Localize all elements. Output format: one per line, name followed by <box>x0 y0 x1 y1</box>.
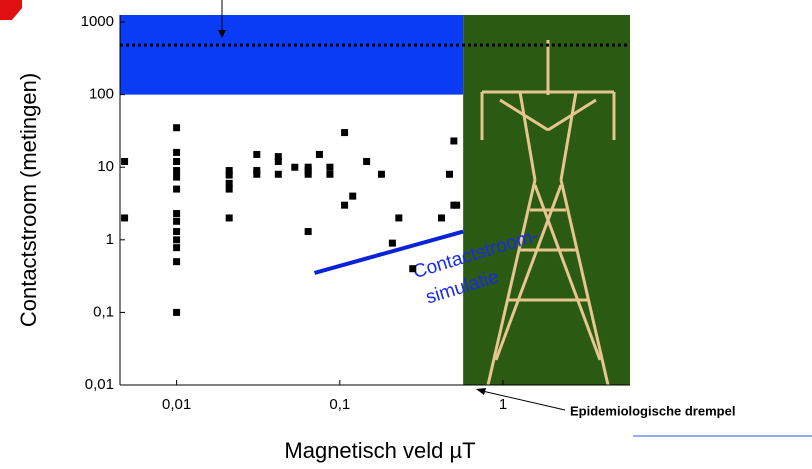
y-axis-label: Contactstroom (metingen) <box>16 73 41 327</box>
data-point <box>341 129 349 137</box>
data-point <box>395 214 403 222</box>
data-point <box>225 167 233 175</box>
data-point <box>173 236 181 244</box>
y-tick-label: 10 <box>97 158 114 175</box>
data-point <box>173 124 181 132</box>
arrow-head <box>218 30 226 38</box>
threshold-label: Epidemiologische drempel <box>570 403 735 418</box>
data-point <box>326 163 334 171</box>
data-point <box>225 179 233 187</box>
data-point <box>315 150 323 158</box>
y-tick-label: 0,1 <box>93 303 114 320</box>
data-point <box>274 157 282 165</box>
data-point <box>349 192 357 200</box>
data-point <box>173 210 181 218</box>
arrow-head <box>476 388 486 395</box>
x-tick-label: 0,01 <box>162 396 191 413</box>
data-point <box>326 170 334 178</box>
data-point <box>438 214 446 222</box>
data-point <box>304 170 312 178</box>
data-point <box>173 173 181 181</box>
data-point <box>253 150 261 158</box>
data-point <box>253 167 261 175</box>
data-point <box>173 308 181 316</box>
data-point <box>304 167 312 175</box>
data-point <box>274 170 282 178</box>
data-point <box>173 228 181 236</box>
data-point <box>173 167 181 175</box>
simulation-line <box>313 229 464 275</box>
data-point <box>388 239 396 247</box>
x-tick-label: 0,1 <box>329 396 350 413</box>
data-point <box>274 153 282 161</box>
data-point <box>173 157 181 165</box>
x-axis-label: Magnetisch veld µT <box>284 438 475 463</box>
data-point <box>173 148 181 156</box>
data-point <box>409 265 417 273</box>
data-point <box>173 258 181 266</box>
data-point <box>121 157 129 165</box>
data-point <box>225 171 233 179</box>
arrow <box>477 389 566 411</box>
data-point <box>173 217 181 225</box>
y-tick-label: 0,01 <box>85 376 114 393</box>
data-point <box>173 244 181 252</box>
data-point <box>363 157 371 165</box>
data-point <box>253 170 261 178</box>
data-point <box>377 170 385 178</box>
data-point <box>225 214 233 222</box>
data-point <box>341 201 349 209</box>
data-point <box>121 214 129 222</box>
data-point <box>291 163 299 171</box>
data-point <box>225 185 233 193</box>
y-tick-label: 1 <box>106 231 114 248</box>
data-point <box>173 185 181 193</box>
y-tick-label: 100 <box>89 86 114 103</box>
data-point <box>445 170 453 178</box>
pylon-image <box>480 40 616 386</box>
x-tick-label: 1 <box>499 396 507 413</box>
regions <box>120 15 630 385</box>
data-point <box>450 137 458 145</box>
corner-decoration <box>0 0 22 20</box>
y-tick-label: 1000 <box>81 13 114 30</box>
data-point <box>453 201 461 209</box>
region <box>120 15 464 95</box>
data-point <box>304 228 312 236</box>
